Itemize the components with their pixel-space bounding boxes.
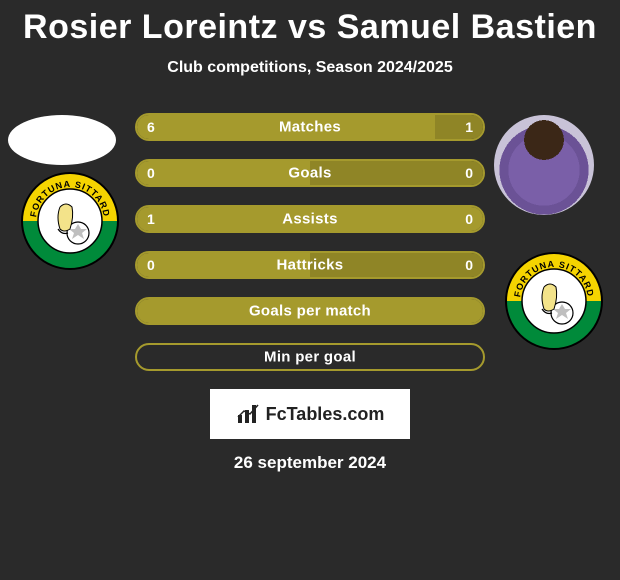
player-left-avatar [8, 115, 116, 165]
brand-chart-icon [236, 403, 262, 425]
bar-value-right: 0 [465, 165, 473, 181]
brand-box[interactable]: FcTables.com [210, 389, 410, 439]
stat-bar: Matches6 1 [135, 113, 485, 141]
bar-value-left: 1 [147, 211, 155, 227]
bar-value-right: 0 [465, 211, 473, 227]
bar-label: Assists [137, 211, 483, 228]
bar-value-right: 0 [465, 257, 473, 273]
bar-value-left: 0 [147, 257, 155, 273]
bar-label: Min per goal [137, 349, 483, 366]
stat-bar: Assists1 0 [135, 205, 485, 233]
bar-label: Goals per match [137, 303, 483, 320]
bar-label: Matches [137, 119, 483, 136]
bar-value-left: 6 [147, 119, 155, 135]
bar-value-right: 1 [465, 119, 473, 135]
fortuna-badge-icon: FORTUNA SITTARD [504, 251, 604, 351]
stat-bar: Goals per match [135, 297, 485, 325]
main-content: FORTUNA SITTARD FORTUNA SI [0, 113, 620, 473]
stat-bar: Goals0 0 [135, 159, 485, 187]
fortuna-badge-icon: FORTUNA SITTARD [20, 171, 120, 271]
brand-label: FcTables.com [266, 404, 385, 425]
stat-bar: Hattricks0 0 [135, 251, 485, 279]
bar-label: Hattricks [137, 257, 483, 274]
player-left-club-badge: FORTUNA SITTARD [20, 171, 120, 271]
date-label: 26 september 2024 [0, 453, 620, 473]
bar-label: Goals [137, 165, 483, 182]
page-subtitle: Club competitions, Season 2024/2025 [0, 59, 620, 77]
stat-bar: Min per goal [135, 343, 485, 371]
comparison-card: Rosier Loreintz vs Samuel Bastien Club c… [0, 0, 620, 473]
player-right-club-badge: FORTUNA SITTARD [504, 251, 604, 351]
page-title: Rosier Loreintz vs Samuel Bastien [0, 8, 620, 47]
stat-bars: Matches61Goals00Assists10Hattricks00Goal… [135, 113, 485, 371]
player-right-avatar [494, 115, 594, 215]
bar-value-left: 0 [147, 165, 155, 181]
